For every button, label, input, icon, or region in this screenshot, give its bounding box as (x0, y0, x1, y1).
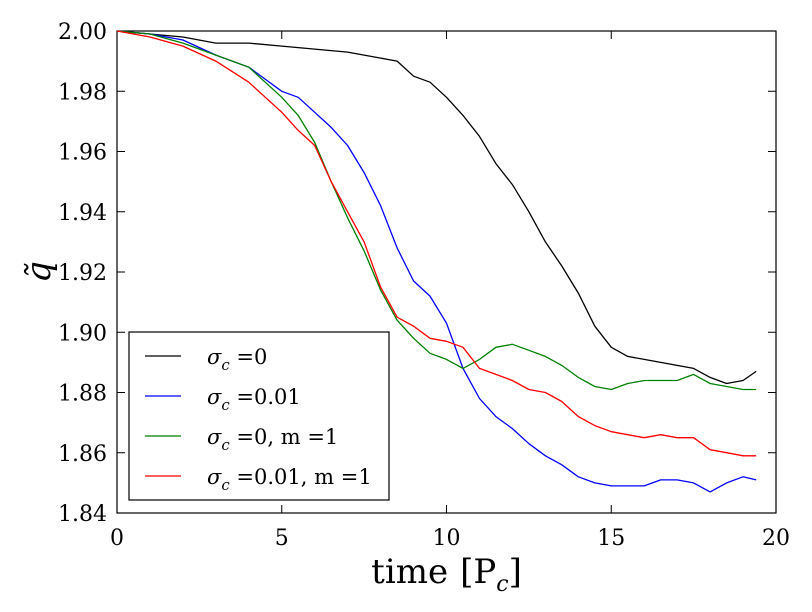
series-line (116, 30, 757, 493)
legend-label: σc =0, m =1 (207, 425, 338, 454)
series-line (116, 30, 757, 391)
x-axis-label-unit: [P (460, 552, 496, 592)
x-tick-label: 5 (275, 526, 289, 551)
y-axis-label: q̃ (19, 261, 59, 283)
y-tick-label: 1.94 (58, 201, 107, 226)
y-tick-label: 1.86 (58, 442, 107, 467)
y-tick-label: 1.98 (58, 80, 107, 105)
x-tick-label: 10 (433, 526, 461, 551)
legend-label: σc =0.01, m =1 (207, 465, 372, 494)
x-axis-label-close: ] (509, 552, 522, 592)
y-tick-label: 1.90 (58, 321, 107, 346)
y-tick-label: 1.88 (58, 382, 107, 407)
legend-label: σc =0.01 (207, 385, 301, 414)
x-tick-label: 15 (597, 526, 625, 551)
x-axis-label: time [Pc] (371, 552, 522, 597)
series-line (116, 30, 757, 457)
legend-label: σc =0 (207, 345, 267, 374)
x-axis-label-text: time (371, 552, 448, 592)
series-line (116, 30, 757, 385)
series-layer (116, 30, 757, 493)
ticks-layer: 0 5 10 15 20 1.84 1.86 1.88 1.90 1.92 1.94 1.96 1.98… (58, 20, 790, 551)
legend-box (128, 331, 390, 501)
y-tick-label: 1.84 (58, 502, 107, 527)
y-tick-label: 2.00 (58, 20, 107, 45)
y-tick-label: 1.96 (58, 141, 107, 166)
x-tick-label: 0 (110, 526, 124, 551)
legend: σc =0 σc =0.01 σc =0, m =1 σc =0.01, m =1 (128, 331, 390, 501)
x-tick-label: 20 (762, 526, 790, 551)
x-axis-label-sub: c (496, 572, 508, 597)
y-tick-label: 1.92 (58, 261, 107, 286)
